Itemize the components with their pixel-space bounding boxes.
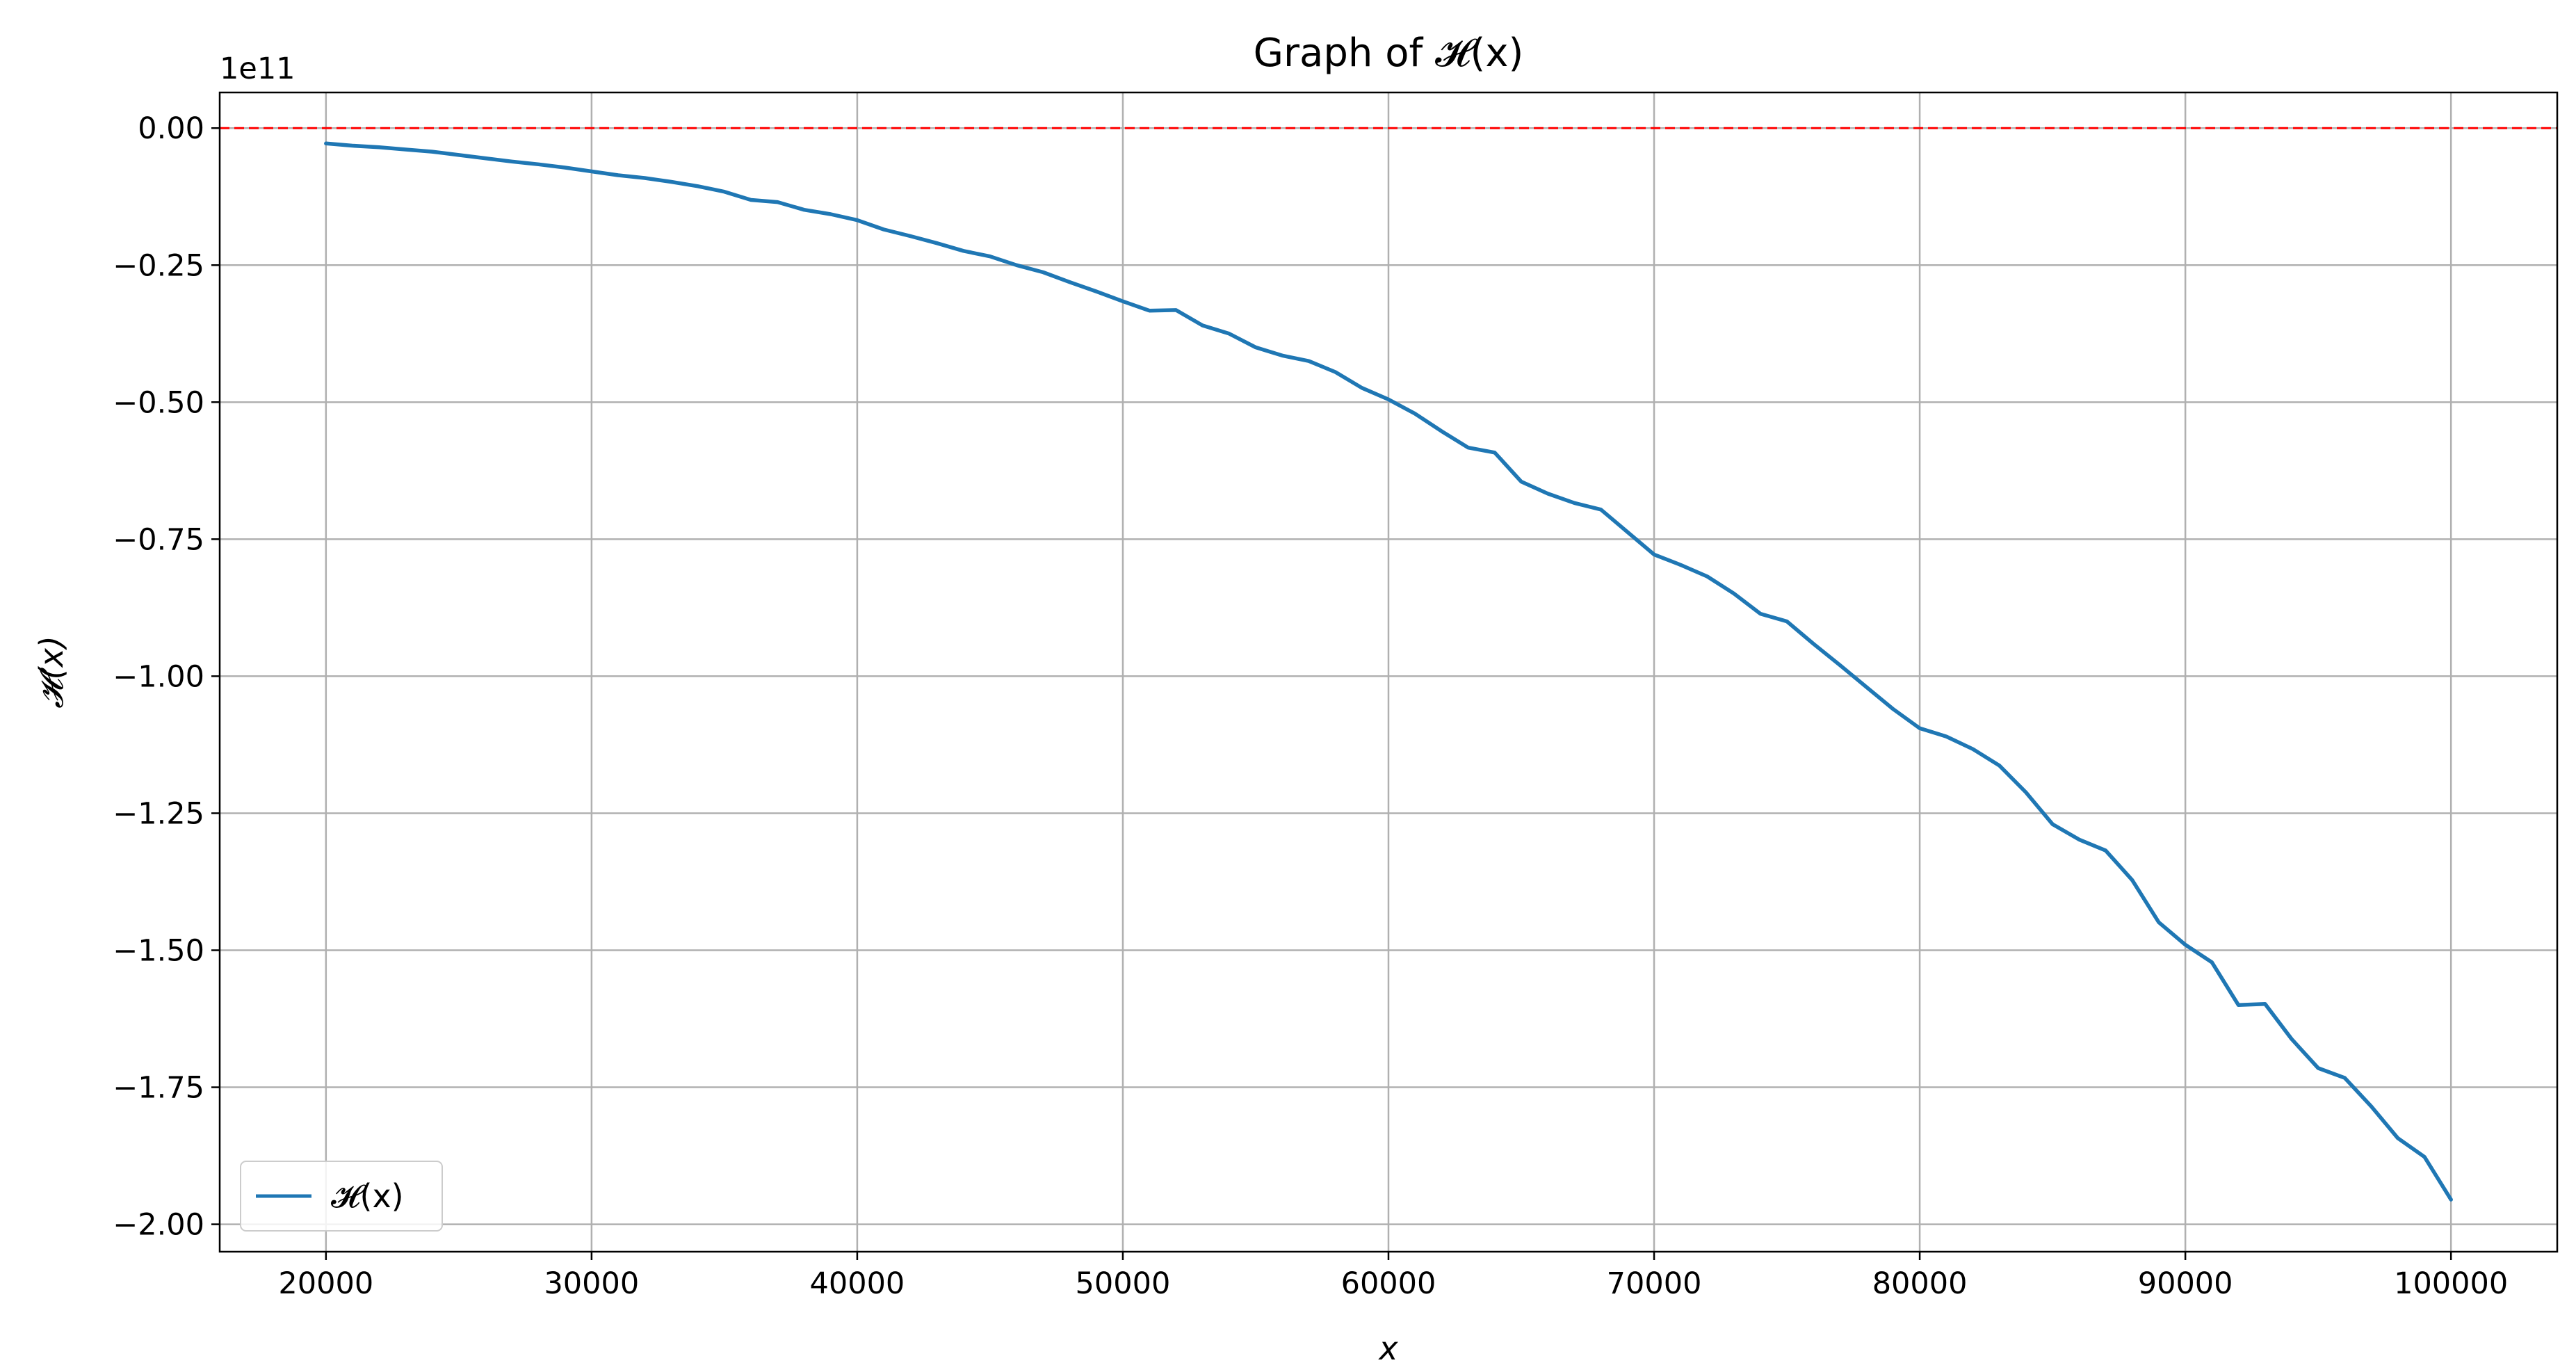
y-tick-label: 0.00 (138, 111, 204, 146)
legend-box (240, 1161, 443, 1232)
chart-title: Graph of 𝓗(x) (1254, 31, 1524, 76)
x-tick-label: 90000 (2138, 1266, 2233, 1301)
x-tick-label: 20000 (278, 1266, 373, 1301)
x-tick-label: 50000 (1076, 1266, 1171, 1301)
x-axis-label: x (1377, 1330, 1398, 1367)
series-line (324, 141, 2453, 1202)
y-tick-label: −1.50 (113, 934, 204, 969)
x-tick-label: 30000 (544, 1266, 639, 1301)
x-axis-ticks: 20000 30000 40000 50000 60000 70000 80000 90000… (278, 1252, 2508, 1301)
x-tick-label: 100000 (2394, 1266, 2508, 1301)
y-axis-label: 𝓗(x) (33, 636, 70, 709)
y-tick-label: −0.75 (113, 522, 204, 557)
y-tick-label: −0.50 (113, 385, 204, 420)
legend: 𝓗(x) (240, 1161, 443, 1232)
x-tick-label: 80000 (1872, 1266, 1968, 1301)
y-axis-offset-label: 1e11 (220, 51, 295, 86)
y-tick-label: −1.75 (113, 1071, 204, 1106)
x-tick-label: 40000 (810, 1266, 905, 1301)
y-tick-label: −0.25 (113, 248, 204, 283)
y-tick-label: −2.00 (113, 1208, 204, 1243)
y-tick-label: −1.00 (113, 659, 204, 694)
legend-entry-label: 𝓗(x) (331, 1177, 404, 1215)
x-tick-label: 60000 (1341, 1266, 1436, 1301)
y-axis-ticks: 0.00 −0.25 −0.50 −0.75 −1.00 −1.25 −1.50 −1.75 −… (113, 111, 220, 1243)
series-group (324, 141, 2453, 1202)
x-tick-label: 70000 (1607, 1266, 1702, 1301)
y-tick-label: −1.25 (113, 796, 204, 831)
